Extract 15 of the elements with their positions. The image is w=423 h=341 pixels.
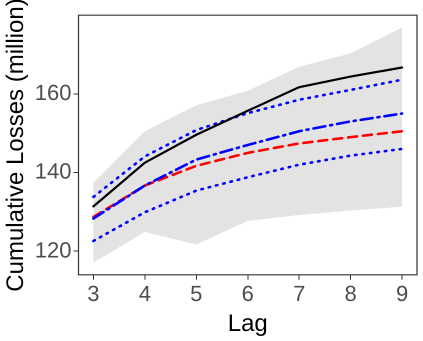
- x-axis-title: Lag: [228, 310, 268, 338]
- y-axis-title: Cumulative Losses (million): [2, 0, 30, 292]
- x-tick-label: 4: [138, 281, 151, 306]
- x-tick-label: 6: [242, 281, 254, 306]
- x-tick-label: 9: [396, 281, 408, 306]
- y-tick-label: 140: [34, 158, 72, 184]
- y-tick-label: 160: [34, 80, 72, 105]
- y-tick-label: 120: [34, 237, 72, 262]
- line-series: [92, 112, 404, 220]
- x-tick-label: 3: [87, 281, 100, 306]
- x-tick-label: 5: [190, 281, 202, 306]
- line-series: [92, 130, 404, 218]
- x-tick-label: 7: [293, 281, 306, 306]
- line-series: [92, 148, 404, 242]
- x-tick-label: 8: [344, 281, 357, 306]
